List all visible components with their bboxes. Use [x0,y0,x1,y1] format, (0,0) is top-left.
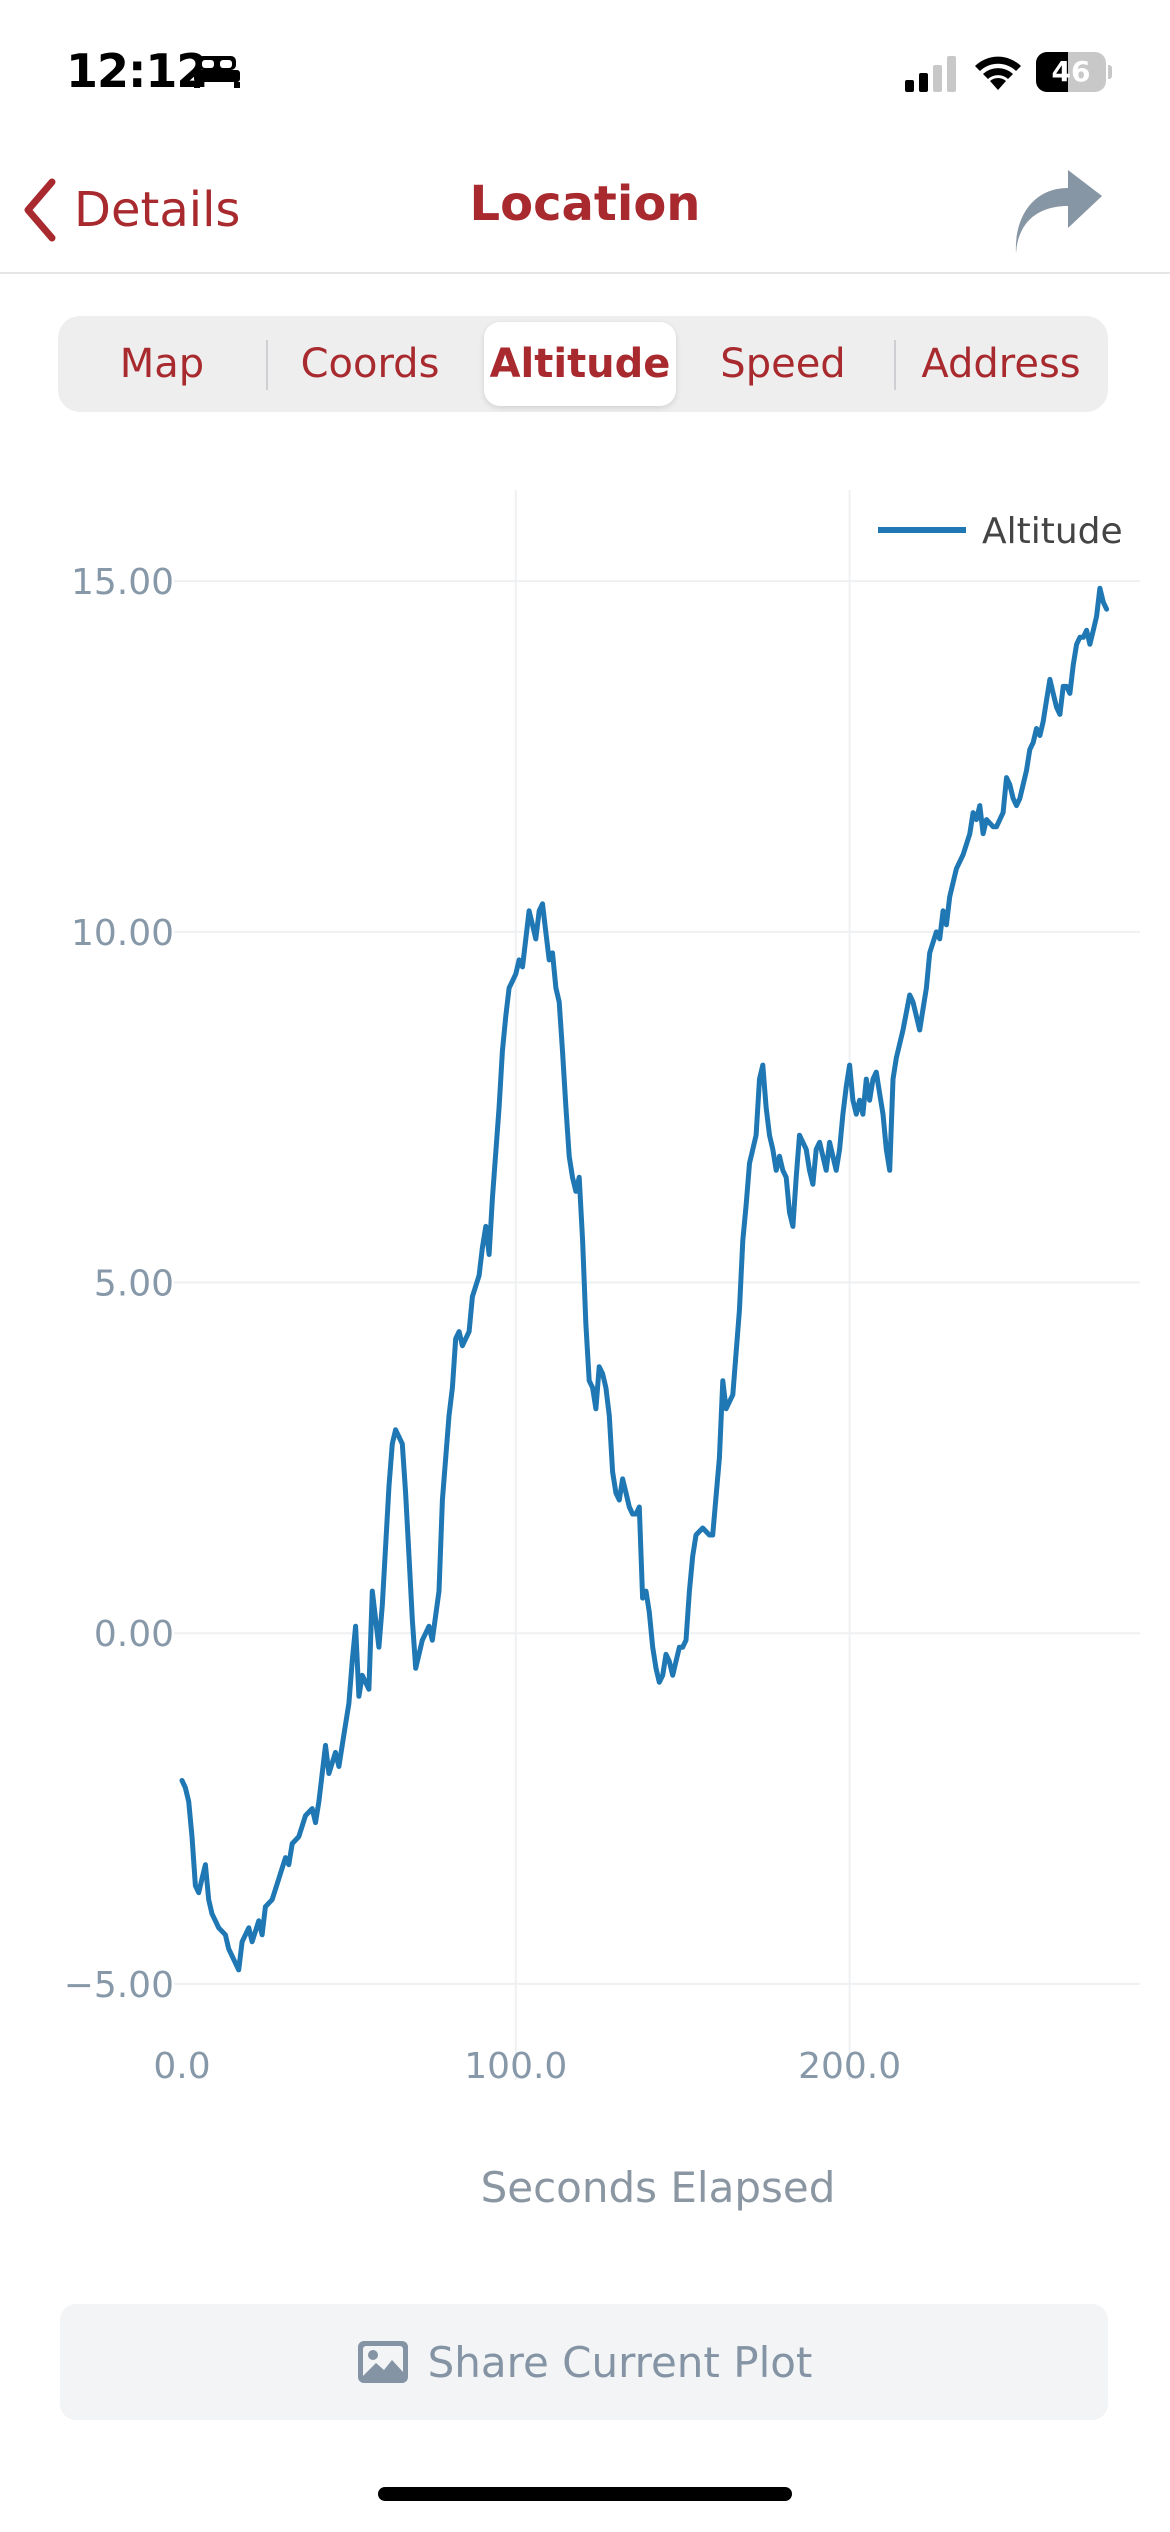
tab-altitude[interactable]: Altitude [484,322,676,406]
signal-icon [905,56,956,92]
x-tick-label: 0.0 [153,2046,210,2087]
tab-address[interactable]: Address [921,341,1081,387]
legend-label: Altitude [982,511,1123,552]
chevron-left-icon [24,178,56,242]
share-plot-label: Share Current Plot [427,2337,813,2387]
nav-bar: Details Location [0,150,1170,274]
page-title: Location [469,176,701,232]
share-plot-button[interactable]: Share Current Plot [60,2304,1108,2420]
series-line-altitude [179,585,1110,1973]
battery-icon: 46 [1036,52,1112,92]
tab-speed[interactable]: Speed [720,341,846,387]
wifi-icon [975,56,1021,90]
tab-map[interactable]: Map [119,341,205,387]
back-button[interactable]: Details [20,170,240,250]
x-tick-label: 200.0 [798,2046,901,2087]
y-tick-label: 0.00 [94,1614,174,1655]
home-indicator [378,2487,792,2501]
status-bar: 12:12 46 [0,0,1170,150]
series-layer [179,585,1110,1973]
altitude-chart: 15.00 10.00 5.00 0.00 −5.00 0.0 100.0 200.0 Alt… [0,440,1170,2240]
tick-labels: 15.00 10.00 5.00 0.00 −5.00 0.0 100.0 200.0 [64,562,901,2087]
y-tick-label: −5.00 [64,1965,174,2006]
battery-fill [1036,52,1069,92]
sleep-icon [194,56,240,88]
y-tick-label: 5.00 [94,1264,174,1305]
y-tick-label: 10.00 [71,913,174,954]
battery-level: 46 [1051,55,1091,88]
chart-svg: 15.00 10.00 5.00 0.00 −5.00 0.0 100.0 200.0 Alt… [64,490,1154,2212]
grid-layer [174,490,1140,2080]
status-time: 12:12 [66,44,208,98]
tab-bar: Map Coords Altitude Speed Address [58,316,1108,412]
x-tick-label: 100.0 [464,2046,567,2087]
image-icon [357,2341,408,2383]
tab-coords[interactable]: Coords [300,341,440,387]
share-arrow-icon[interactable] [1010,168,1106,252]
legend: Altitude [864,496,1154,558]
back-label: Details [74,182,241,238]
x-axis-label: Seconds Elapsed [481,2163,836,2212]
y-tick-label: 15.00 [71,562,174,603]
